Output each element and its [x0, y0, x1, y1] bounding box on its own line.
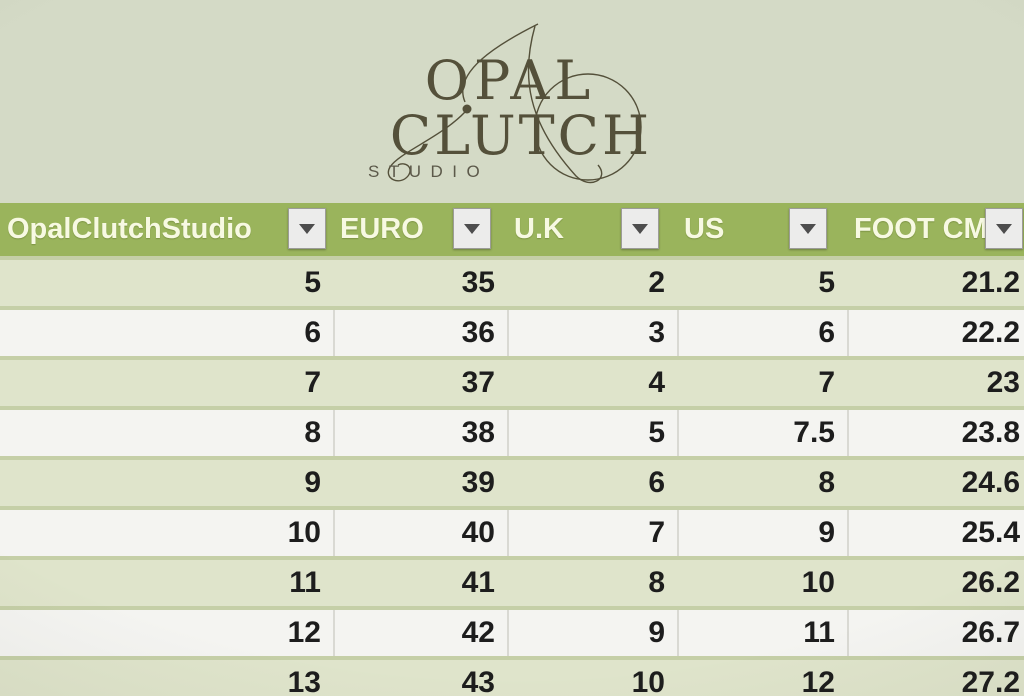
header-cell-us[interactable]: US: [677, 203, 847, 256]
table-cell[interactable]: 23.8: [847, 410, 1024, 456]
table-cell[interactable]: 10: [801, 566, 835, 599]
table-cell[interactable]: 7.5: [677, 410, 847, 456]
table-cell[interactable]: 25.4: [847, 510, 1024, 556]
table-cell[interactable]: 5: [507, 410, 677, 456]
filter-button-us[interactable]: [789, 208, 827, 249]
table-header-row: OpalClutchStudio EURO U.K US FOOT CM: [0, 203, 1024, 256]
table-cell[interactable]: 12: [801, 666, 835, 696]
table-row: 8 38 5 7.5 23.8: [0, 406, 1024, 456]
table-cell[interactable]: 38: [333, 410, 507, 456]
logo-dot-icon: [462, 104, 472, 114]
dropdown-arrow-icon: [996, 223, 1012, 234]
dropdown-arrow-icon: [632, 223, 648, 234]
table-row: 10 40 7 9 25.4: [0, 506, 1024, 556]
table-cell[interactable]: 11: [677, 610, 847, 656]
table-cell[interactable]: 22.2: [847, 310, 1024, 356]
table-row: 13 43 10 12 27.2: [0, 656, 1024, 696]
table-cell[interactable]: 9: [677, 510, 847, 556]
table-cell[interactable]: 26.7: [847, 610, 1024, 656]
table-cell[interactable]: 39: [461, 466, 495, 499]
table-cell[interactable]: 41: [461, 566, 495, 599]
logo-flourish-icon: [387, 23, 642, 184]
table-row: 12 42 9 11 26.7: [0, 606, 1024, 656]
table-cell[interactable]: 43: [461, 666, 495, 696]
table-cell[interactable]: 40: [333, 510, 507, 556]
table-row: 6 36 3 6 22.2: [0, 306, 1024, 356]
table-cell[interactable]: 9: [304, 466, 321, 499]
filter-button-opalclutchstudio[interactable]: [288, 208, 326, 249]
filter-button-uk[interactable]: [621, 208, 659, 249]
dropdown-arrow-icon: [464, 223, 480, 234]
filter-button-euro[interactable]: [453, 208, 491, 249]
table-cell[interactable]: 42: [333, 610, 507, 656]
table-cell[interactable]: 5: [304, 266, 321, 299]
header-cell-uk[interactable]: U.K: [507, 203, 677, 256]
table-row: 9 39 6 8 24.6: [0, 456, 1024, 506]
table-cell[interactable]: 37: [461, 366, 495, 399]
table-cell[interactable]: 9: [507, 610, 677, 656]
dropdown-arrow-icon: [299, 223, 315, 234]
table-cell[interactable]: 7: [818, 366, 835, 399]
logo-word-studio: STUDIO: [368, 162, 489, 181]
column-label: FOOT CM: [854, 213, 988, 245]
header-cell-footcm[interactable]: FOOT CM: [847, 203, 1024, 256]
table-cell[interactable]: 6: [304, 316, 321, 349]
table-cell[interactable]: 36: [333, 310, 507, 356]
table-cell[interactable]: 7: [304, 366, 321, 399]
table-cell[interactable]: 8: [648, 566, 665, 599]
logo-word-clutch: CLUTCH: [390, 104, 652, 167]
table-cell[interactable]: 21.2: [961, 266, 1020, 299]
table-cell[interactable]: 8: [818, 466, 835, 499]
column-label: US: [684, 213, 725, 245]
table-cell[interactable]: 12: [287, 616, 321, 649]
table-cell[interactable]: 10: [287, 516, 321, 549]
brand-logo: OPAL CLUTCH STUDIO: [368, 23, 652, 184]
table-cell[interactable]: 3: [507, 310, 677, 356]
table-cell[interactable]: 24.6: [961, 466, 1020, 499]
filter-button-footcm[interactable]: [985, 208, 1023, 249]
column-label: EURO: [340, 213, 424, 245]
header-cell-opalclutchstudio[interactable]: OpalClutchStudio: [0, 203, 333, 256]
table-cell[interactable]: 26.2: [961, 566, 1020, 599]
table-cell[interactable]: 2: [648, 266, 665, 299]
column-label: U.K: [514, 213, 564, 245]
table-cell[interactable]: 13: [287, 666, 321, 696]
logo-word-opal: OPAL: [425, 49, 596, 112]
table-row: 5 35 2 5 21.2: [0, 256, 1024, 306]
table-cell[interactable]: 6: [677, 310, 847, 356]
table-cell[interactable]: 5: [818, 266, 835, 299]
dropdown-arrow-icon: [800, 223, 816, 234]
table-row: 11 41 8 10 26.2: [0, 556, 1024, 606]
table-cell[interactable]: 35: [461, 266, 495, 299]
column-label: OpalClutchStudio: [7, 213, 252, 245]
table-cell[interactable]: 10: [631, 666, 665, 696]
table-cell[interactable]: 4: [648, 366, 665, 399]
table-cell[interactable]: 8: [304, 416, 321, 449]
header-cell-euro[interactable]: EURO: [333, 203, 507, 256]
table-cell[interactable]: 7: [507, 510, 677, 556]
table-cell[interactable]: 23: [986, 366, 1020, 399]
size-chart-table: OpalClutchStudio EURO U.K US FOOT CM 5: [0, 203, 1024, 696]
table-cell[interactable]: 27.2: [961, 666, 1020, 696]
table-row: 7 37 4 7 23: [0, 356, 1024, 406]
table-cell[interactable]: 6: [648, 466, 665, 499]
table-cell[interactable]: 11: [289, 566, 321, 599]
